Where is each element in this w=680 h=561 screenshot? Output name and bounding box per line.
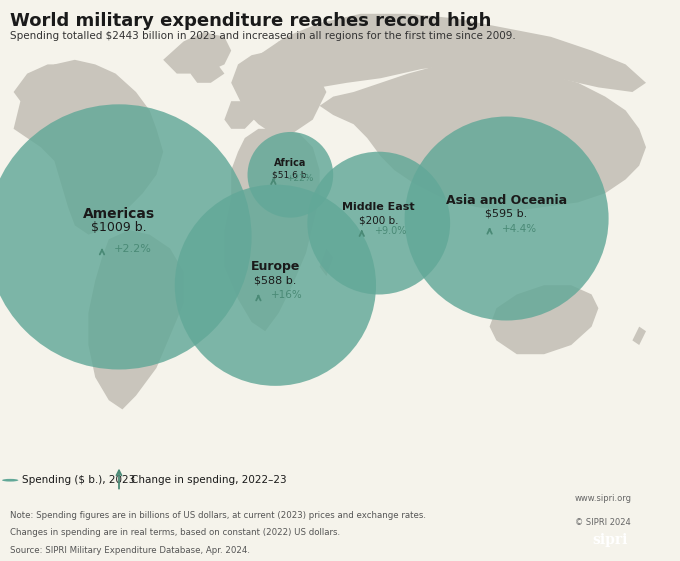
Ellipse shape: [405, 117, 609, 320]
Text: World military expenditure reaches record high: World military expenditure reaches recor…: [10, 12, 492, 30]
Polygon shape: [88, 230, 184, 410]
Text: Asia and Oceania: Asia and Oceania: [446, 194, 567, 206]
Polygon shape: [632, 327, 646, 345]
Text: +2.2%: +2.2%: [114, 245, 152, 254]
Polygon shape: [231, 50, 326, 138]
Text: Europe: Europe: [251, 260, 300, 273]
Text: $588 b.: $588 b.: [254, 275, 296, 286]
Text: +9.0%: +9.0%: [374, 226, 407, 236]
Ellipse shape: [248, 132, 333, 218]
Text: $1009 b.: $1009 b.: [91, 221, 147, 234]
Text: © SIPRI 2024: © SIPRI 2024: [575, 518, 630, 527]
Ellipse shape: [307, 151, 450, 295]
Polygon shape: [163, 32, 231, 73]
Text: $595 b.: $595 b.: [486, 209, 528, 219]
Text: Spending totalled $2443 billion in 2023 and increased in all regions for the fir: Spending totalled $2443 billion in 2023 …: [10, 31, 516, 41]
Polygon shape: [490, 285, 598, 354]
Polygon shape: [320, 249, 333, 276]
Polygon shape: [258, 14, 646, 92]
Polygon shape: [14, 65, 75, 101]
Text: +4.4%: +4.4%: [502, 224, 537, 233]
Text: Spending ($ b.), 2023: Spending ($ b.), 2023: [22, 475, 135, 485]
Text: +16%: +16%: [271, 291, 303, 300]
Polygon shape: [320, 60, 646, 211]
Polygon shape: [238, 73, 252, 88]
Text: sipri: sipri: [592, 533, 628, 547]
Polygon shape: [592, 115, 605, 134]
Text: Africa: Africa: [274, 158, 307, 168]
Text: +22%: +22%: [286, 174, 313, 183]
Text: $200 b.: $200 b.: [359, 216, 398, 226]
Polygon shape: [265, 42, 299, 78]
Polygon shape: [224, 129, 320, 331]
Text: $51.6 b.: $51.6 b.: [272, 171, 309, 180]
Text: Change in spending, 2022–23: Change in spending, 2022–23: [131, 475, 286, 485]
Text: Note: Spending figures are in billions of US dollars, at current (2023) prices a: Note: Spending figures are in billions o…: [10, 511, 426, 519]
Ellipse shape: [0, 104, 252, 370]
Polygon shape: [14, 60, 163, 234]
Polygon shape: [190, 65, 224, 83]
Polygon shape: [224, 101, 258, 129]
Text: www.sipri.org: www.sipri.org: [575, 494, 632, 503]
Ellipse shape: [175, 185, 376, 386]
Text: Middle East: Middle East: [343, 202, 415, 212]
Circle shape: [2, 479, 18, 481]
Text: Changes in spending are in real terms, based on constant (2022) US dollars.: Changes in spending are in real terms, b…: [10, 528, 340, 537]
Text: Americas: Americas: [83, 207, 155, 221]
Text: Source: SIPRI Military Expenditure Database, Apr. 2024.: Source: SIPRI Military Expenditure Datab…: [10, 546, 250, 555]
